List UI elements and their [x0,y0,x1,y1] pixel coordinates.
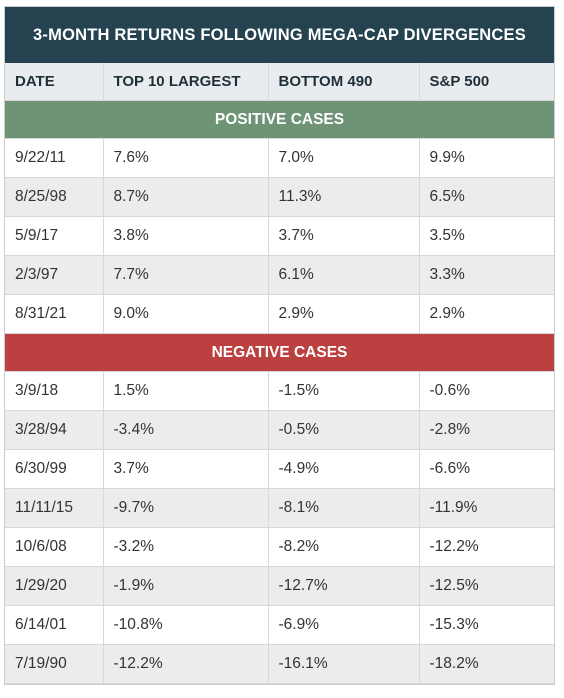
top-10-cell: 3.7% [102,449,269,489]
table-row: 7/19/90 -12.2% -16.1% -18.2% [5,644,554,684]
table-row: 6/14/01 -10.8% -6.9% -15.3% [5,605,554,645]
sp500-cell: -11.9% [418,488,554,528]
table-row: 1/29/20 -1.9% -12.7% -12.5% [5,566,554,606]
sp500-cell: 2.9% [418,294,554,334]
sp500-cell: 9.9% [418,138,554,178]
sp500-cell: -12.2% [418,527,554,567]
table-row: 2/3/97 7.7% 6.1% 3.3% [5,255,554,295]
column-header-top-10: TOP 10 LARGEST [102,63,269,101]
bottom-490-cell: -1.5% [267,371,420,411]
sp500-cell: 3.5% [418,216,554,256]
table-row: 6/30/99 3.7% -4.9% -6.6% [5,449,554,489]
table-title: 3-MONTH RETURNS FOLLOWING MEGA-CAP DIVER… [5,7,554,63]
date-cell: 8/25/98 [5,177,104,217]
table-body: POSITIVE CASES 9/22/11 7.6% 7.0% 9.9% 8/25/98… [5,100,554,684]
section-row-positive: POSITIVE CASES [5,100,554,139]
bottom-490-cell: -8.2% [267,527,420,567]
bottom-490-cell: 2.9% [267,294,420,334]
bottom-490-cell: -16.1% [267,644,420,684]
sp500-cell: 3.3% [418,255,554,295]
returns-table: DATE TOP 10 LARGEST BOTTOM 490 S&P 500 P… [5,63,554,684]
top-10-cell: -10.8% [102,605,269,645]
section-row-negative: NEGATIVE CASES [5,333,554,372]
sp500-cell: -0.6% [418,371,554,411]
top-10-cell: -3.2% [102,527,269,567]
bottom-490-cell: -12.7% [267,566,420,606]
sp500-cell: -18.2% [418,644,554,684]
table-row: 11/11/15 -9.7% -8.1% -11.9% [5,488,554,528]
date-cell: 8/31/21 [5,294,104,334]
sp500-cell: 6.5% [418,177,554,217]
date-cell: 9/22/11 [5,138,104,178]
column-header-bottom-490: BOTTOM 490 [267,63,420,101]
bottom-490-cell: -0.5% [267,410,420,450]
top-10-cell: 8.7% [102,177,269,217]
table-row: 8/25/98 8.7% 11.3% 6.5% [5,177,554,217]
column-header-sp500: S&P 500 [418,63,554,101]
header-row: DATE TOP 10 LARGEST BOTTOM 490 S&P 500 [5,63,554,101]
table-row: 9/22/11 7.6% 7.0% 9.9% [5,138,554,178]
sp500-cell: -12.5% [418,566,554,606]
bottom-490-cell: 3.7% [267,216,420,256]
table-row: 3/9/18 1.5% -1.5% -0.6% [5,371,554,411]
date-cell: 3/9/18 [5,371,104,411]
top-10-cell: 7.7% [102,255,269,295]
date-cell: 5/9/17 [5,216,104,256]
table-row: 10/6/08 -3.2% -8.2% -12.2% [5,527,554,567]
column-header-date: DATE [5,63,104,101]
top-10-cell: 1.5% [102,371,269,411]
bottom-490-cell: -6.9% [267,605,420,645]
section-label: NEGATIVE CASES [5,333,554,372]
date-cell: 2/3/97 [5,255,104,295]
date-cell: 6/30/99 [5,449,104,489]
table-row: 8/31/21 9.0% 2.9% 2.9% [5,294,554,334]
table-row: 3/28/94 -3.4% -0.5% -2.8% [5,410,554,450]
sp500-cell: -2.8% [418,410,554,450]
date-cell: 3/28/94 [5,410,104,450]
bottom-490-cell: 11.3% [267,177,420,217]
top-10-cell: -3.4% [102,410,269,450]
top-10-cell: -12.2% [102,644,269,684]
bottom-490-cell: -8.1% [267,488,420,528]
table-row: 5/9/17 3.8% 3.7% 3.5% [5,216,554,256]
date-cell: 6/14/01 [5,605,104,645]
top-10-cell: -9.7% [102,488,269,528]
date-cell: 7/19/90 [5,644,104,684]
bottom-490-cell: 6.1% [267,255,420,295]
date-cell: 1/29/20 [5,566,104,606]
top-10-cell: -1.9% [102,566,269,606]
date-cell: 11/11/15 [5,488,104,528]
date-cell: 10/6/08 [5,527,104,567]
returns-table-card: 3-MONTH RETURNS FOLLOWING MEGA-CAP DIVER… [4,6,555,685]
sp500-cell: -6.6% [418,449,554,489]
sp500-cell: -15.3% [418,605,554,645]
bottom-490-cell: -4.9% [267,449,420,489]
top-10-cell: 3.8% [102,216,269,256]
top-10-cell: 7.6% [102,138,269,178]
bottom-490-cell: 7.0% [267,138,420,178]
top-10-cell: 9.0% [102,294,269,334]
section-label: POSITIVE CASES [5,100,554,139]
